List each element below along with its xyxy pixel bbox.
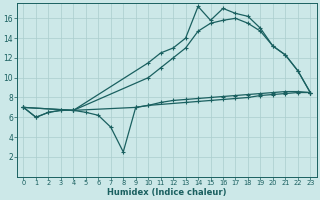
X-axis label: Humidex (Indice chaleur): Humidex (Indice chaleur) xyxy=(107,188,227,197)
